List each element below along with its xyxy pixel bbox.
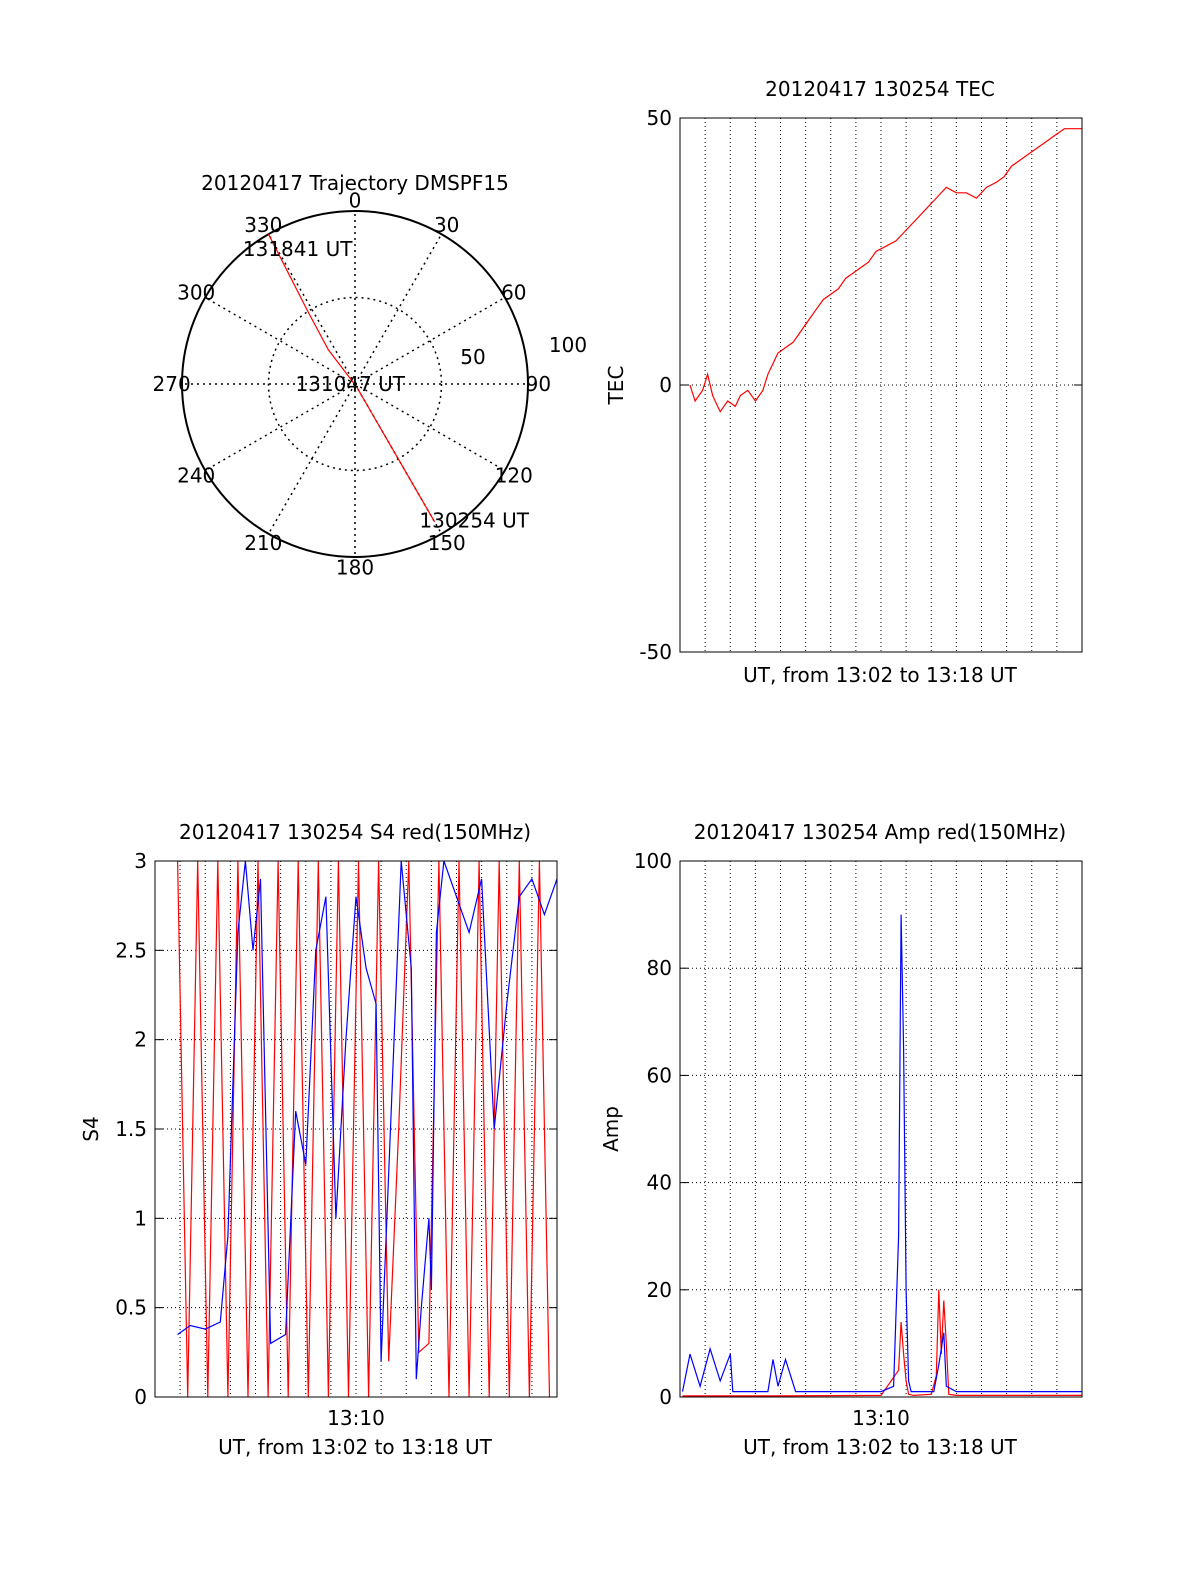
polar-angle-label-210: 210 xyxy=(244,531,282,555)
s4-series xyxy=(177,860,558,1398)
polar-series xyxy=(267,233,436,523)
polar-angle-labels: 0 30 60 90 120 150 180 210 240 270 300 330 xyxy=(153,189,552,580)
s4-y-tick-label: 0.5 xyxy=(115,1296,147,1320)
s4-y-tick-label: 0 xyxy=(134,1385,147,1409)
s4-y-tick-label: 1.5 xyxy=(115,1117,147,1141)
tec-x-axis-label: UT, from 13:02 to 13:18 UT xyxy=(743,663,1018,687)
s4-y-tick-label: 2 xyxy=(134,1028,147,1052)
amp-y-tick-label: 40 xyxy=(647,1171,672,1195)
amp-x-axis-label: UT, from 13:02 to 13:18 UT xyxy=(743,1435,1018,1459)
s4-x-tick-label: 13:10 xyxy=(327,1406,385,1430)
amp-x-tick-label: 13:10 xyxy=(852,1406,910,1430)
amp-chart-title: 20120417 130254 Amp red(150MHz) xyxy=(694,820,1066,844)
polar-spoke-240 xyxy=(204,383,356,472)
s4-y-tick-label: 2.5 xyxy=(115,938,147,962)
tec-y-ticks: -50 0 50 xyxy=(639,106,1082,664)
polar-spoke-300 xyxy=(204,296,356,385)
amp-ticks: 0 20 40 60 80 100 13:10 xyxy=(634,849,1082,1430)
amp-plot-frame xyxy=(679,860,1083,1398)
polar-angle-label-60: 60 xyxy=(501,280,526,304)
tec-series xyxy=(689,128,1082,413)
polar-angle-label-0: 0 xyxy=(349,189,362,213)
tec-y-tick-label: 0 xyxy=(659,373,672,397)
polar-inner-circle xyxy=(267,296,443,472)
polar-spoke-330 xyxy=(267,233,356,385)
amp-y-axis-label: Amp xyxy=(599,1106,623,1152)
polar-spoke-210 xyxy=(267,383,356,535)
trajectory-polar-chart: 20120417 Trajectory DMSPF15 0 30 60 90 120 15… xyxy=(153,171,588,579)
s4-ticks: 0 0.5 1 1.5 2 2.5 3 13:10 xyxy=(115,849,557,1430)
polar-angle-label-90: 90 xyxy=(526,372,551,396)
polar-spoke-120 xyxy=(354,383,506,472)
tec-y-tick-label: -50 xyxy=(639,640,672,664)
tec-y-axis-label: TEC xyxy=(604,366,628,406)
amp-y-tick-label: 100 xyxy=(634,849,672,873)
tec-chart-title: 20120417 130254 TEC xyxy=(765,77,995,101)
amp-y-tick-label: 60 xyxy=(647,1063,672,1087)
s4-grid xyxy=(155,861,557,1397)
polar-angle-label-330: 330 xyxy=(244,213,282,237)
trajectory-chart-title: 20120417 Trajectory DMSPF15 xyxy=(201,171,509,195)
amp-y-tick-label: 20 xyxy=(647,1278,672,1302)
s4-chart: 20120417 130254 S4 red(150MHz) 0 0.5 1 1.5 2… xyxy=(79,820,558,1459)
amp-series-line xyxy=(682,1289,1082,1397)
polar-angle-label-30: 30 xyxy=(434,213,459,237)
tec-chart: 20120417 130254 TEC -50 0 50 UT, from 13:0… xyxy=(604,77,1083,687)
amp-grid xyxy=(680,861,1082,1397)
s4-plot-frame xyxy=(154,860,558,1398)
polar-angle-label-300: 300 xyxy=(177,280,215,304)
amp-y-tick-label: 0 xyxy=(659,1385,672,1409)
amp-series-line xyxy=(681,914,1082,1393)
polar-spoke-30 xyxy=(354,233,443,385)
s4-x-axis-label: UT, from 13:02 to 13:18 UT xyxy=(218,1435,493,1459)
radial-label-100: 100 xyxy=(549,333,587,357)
s4-chart-title: 20120417 130254 S4 red(150MHz) xyxy=(179,820,531,844)
tec-plot-frame xyxy=(679,117,1083,653)
amp-series xyxy=(681,914,1082,1397)
trajectory-annotation: 131047 UT xyxy=(295,372,405,396)
amp-chart: 20120417 130254 Amp red(150MHz) 0 20 40 60 8… xyxy=(599,820,1083,1459)
trajectory-annotation: 130254 UT xyxy=(419,509,529,533)
polar-angle-label-180: 180 xyxy=(336,555,374,579)
amp-y-tick-label: 80 xyxy=(647,956,672,980)
tec-y-tick-label: 50 xyxy=(647,106,672,130)
trajectory-line xyxy=(267,233,436,523)
polar-angle-label-150: 150 xyxy=(428,531,466,555)
polar-annotations: 131841 UT 131047 UT 130254 UT xyxy=(243,237,530,533)
tec-grid xyxy=(680,118,1082,652)
s4-y-tick-label: 3 xyxy=(134,849,147,873)
s4-y-axis-label: S4 xyxy=(79,1116,103,1141)
polar-angle-label-270: 270 xyxy=(153,372,191,396)
tec-series-line xyxy=(689,128,1082,413)
s4-series-line xyxy=(177,860,558,1380)
s4-series-line xyxy=(177,860,551,1398)
polar-spoke-60 xyxy=(354,296,506,385)
polar-angle-label-120: 120 xyxy=(495,464,533,488)
s4-y-tick-label: 1 xyxy=(134,1206,147,1230)
polar-outer-circle xyxy=(181,210,529,558)
polar-angle-label-240: 240 xyxy=(177,464,215,488)
radial-label-50: 50 xyxy=(460,345,485,369)
trajectory-annotation: 131841 UT xyxy=(243,237,353,261)
